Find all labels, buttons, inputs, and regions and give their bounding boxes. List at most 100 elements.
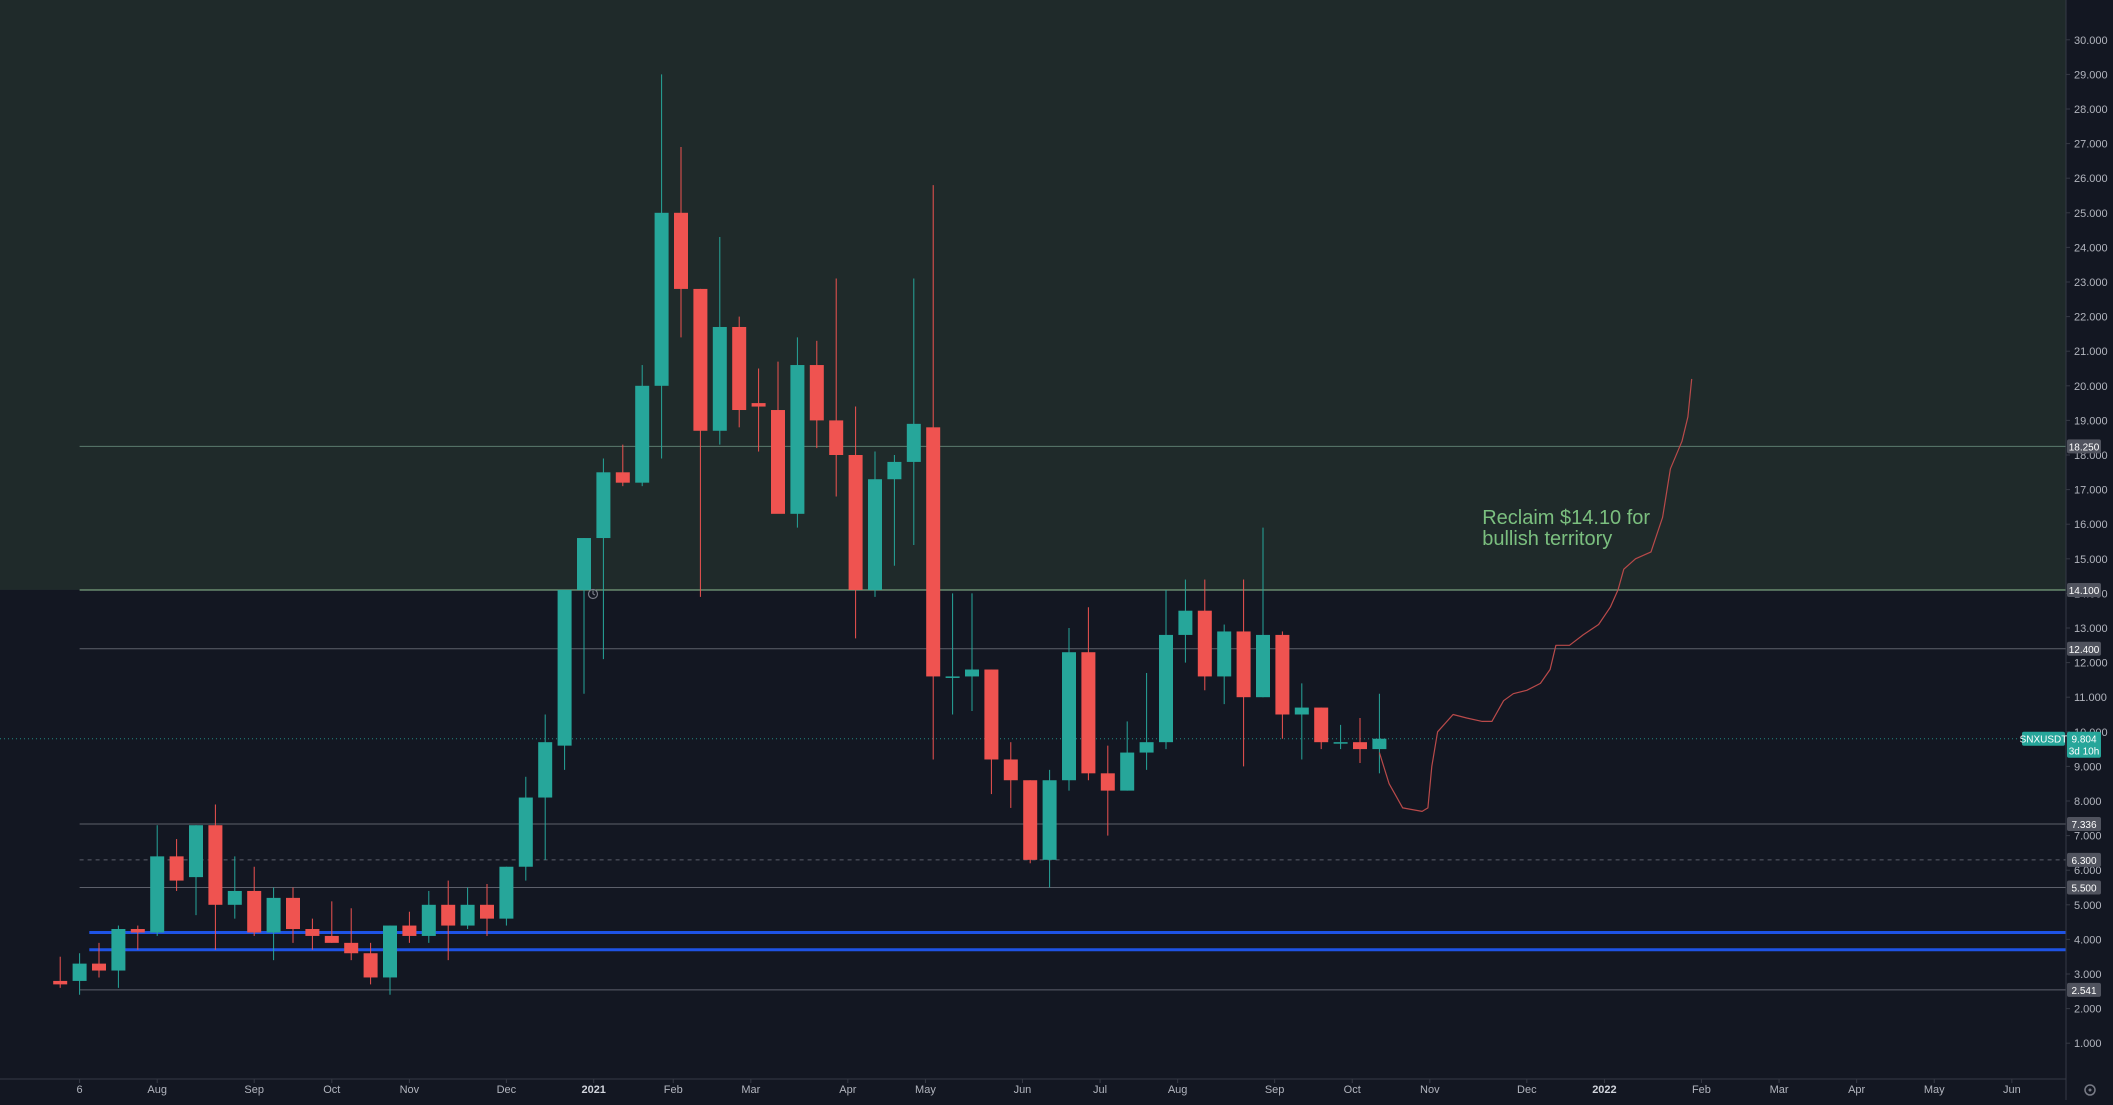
symbol-badge[interactable]	[2022, 731, 2065, 746]
candle[interactable]	[1275, 631, 1290, 739]
candle[interactable]	[169, 839, 184, 891]
candle[interactable]	[1353, 717, 1367, 763]
x-tick-label: Sep	[244, 1084, 264, 1096]
candle[interactable]	[460, 887, 475, 930]
candle[interactable]	[751, 368, 766, 452]
candle[interactable]	[344, 908, 359, 961]
alert-clock-icon[interactable]	[587, 588, 599, 600]
candle[interactable]	[926, 185, 941, 760]
candle[interactable]	[1120, 721, 1135, 791]
x-tick-label: Jun	[2003, 1084, 2021, 1096]
candle[interactable]	[984, 669, 999, 795]
annotation-line-1[interactable]: Reclaim $14.10 for	[1482, 507, 1650, 529]
candle[interactable]	[1003, 742, 1018, 808]
candle-body	[421, 904, 436, 936]
candle[interactable]	[1314, 707, 1329, 750]
candle[interactable]	[53, 956, 68, 988]
candle[interactable]	[72, 953, 87, 995]
candle[interactable]	[1139, 672, 1154, 770]
candle-body	[945, 676, 960, 678]
candle[interactable]	[1236, 579, 1251, 767]
candle[interactable]	[227, 856, 242, 919]
price-axis-area[interactable]	[2066, 0, 2113, 1100]
projection-path[interactable]	[1378, 378, 1693, 812]
candle[interactable]	[790, 337, 805, 528]
candle-body	[615, 472, 630, 483]
candle[interactable]	[615, 444, 630, 487]
candle-body	[635, 385, 650, 483]
candle[interactable]	[538, 714, 553, 860]
candle[interactable]	[1197, 579, 1212, 691]
candle[interactable]	[1042, 769, 1057, 888]
y-tick-label: 25.000	[2074, 208, 2108, 220]
candle[interactable]	[596, 458, 611, 660]
candle[interactable]	[421, 890, 436, 943]
candle[interactable]	[712, 237, 727, 445]
candle[interactable]	[965, 593, 979, 712]
level-price-label: 6.300	[2071, 856, 2096, 867]
candle[interactable]	[518, 776, 533, 881]
candle[interactable]	[1023, 780, 1038, 864]
candle[interactable]	[1062, 628, 1076, 791]
candle[interactable]	[1294, 683, 1309, 760]
x-tick-label: Dec	[1517, 1084, 1537, 1096]
candle[interactable]	[480, 884, 494, 936]
candle-body	[538, 742, 553, 798]
y-tick-label: 29.000	[2074, 69, 2108, 81]
y-tick-label: 7.000	[2074, 831, 2102, 843]
candle[interactable]	[1372, 693, 1387, 774]
candle[interactable]	[1217, 624, 1232, 705]
candle[interactable]	[868, 451, 882, 597]
candle-body	[596, 472, 611, 539]
candle[interactable]	[848, 406, 863, 639]
candle[interactable]	[1081, 607, 1096, 781]
candle[interactable]	[577, 538, 591, 694]
candle[interactable]	[635, 365, 650, 487]
candle[interactable]	[693, 288, 708, 597]
candle[interactable]	[1256, 527, 1270, 698]
candle[interactable]	[732, 316, 747, 428]
candle[interactable]	[809, 340, 824, 449]
y-tick-label: 5.000	[2074, 900, 2102, 912]
candle[interactable]	[1333, 724, 1348, 750]
candle-body	[499, 866, 514, 919]
candle-body	[712, 326, 727, 431]
candle[interactable]	[499, 866, 514, 926]
candle[interactable]	[674, 147, 688, 338]
candle[interactable]	[208, 804, 223, 950]
candle[interactable]	[945, 593, 960, 715]
y-tick-label: 28.000	[2074, 104, 2108, 116]
candle[interactable]	[111, 925, 126, 988]
candle[interactable]	[771, 361, 785, 514]
candle[interactable]	[247, 866, 262, 936]
candle[interactable]	[383, 925, 397, 995]
candle[interactable]	[441, 880, 456, 961]
candle[interactable]	[1159, 589, 1173, 750]
candle[interactable]	[557, 589, 572, 770]
candle-body	[1256, 634, 1270, 698]
candle[interactable]	[324, 901, 339, 943]
candle[interactable]	[189, 825, 203, 916]
candle[interactable]	[402, 911, 417, 943]
candle[interactable]	[906, 278, 921, 545]
candle[interactable]	[1178, 579, 1193, 663]
candle[interactable]	[305, 918, 320, 950]
settings-gear-icon[interactable]	[2084, 1084, 2096, 1096]
candle[interactable]	[266, 887, 281, 961]
level-price-badge	[2067, 852, 2101, 867]
candle-body	[984, 669, 999, 760]
candle[interactable]	[829, 278, 844, 497]
candle[interactable]	[130, 925, 145, 950]
candle-body	[1139, 742, 1154, 753]
candle[interactable]	[286, 887, 300, 943]
candle[interactable]	[654, 74, 669, 459]
candle[interactable]	[150, 825, 165, 936]
candle[interactable]	[887, 455, 902, 566]
candle[interactable]	[363, 942, 378, 985]
annotation-line-2[interactable]: bullish territory	[1482, 528, 1612, 550]
candle[interactable]	[92, 942, 106, 978]
x-tick-label: Oct	[323, 1084, 340, 1096]
candle-body	[771, 410, 785, 514]
candle[interactable]	[1100, 745, 1115, 836]
